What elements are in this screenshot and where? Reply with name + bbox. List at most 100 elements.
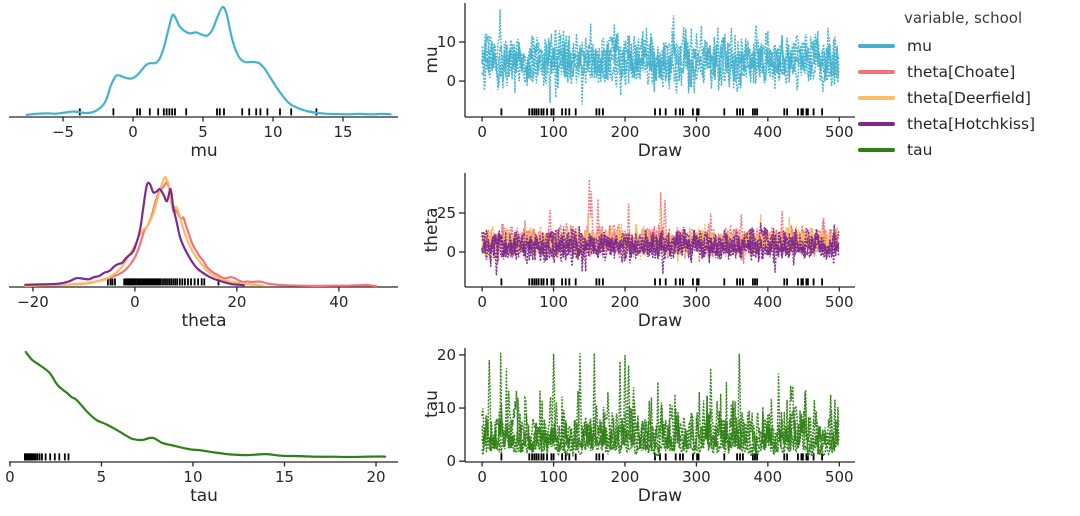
rug-mark bbox=[723, 108, 726, 116]
rug-mark bbox=[133, 278, 135, 286]
rug-mark bbox=[535, 453, 538, 461]
rug-mark bbox=[531, 453, 533, 461]
rug-mark bbox=[36, 453, 39, 461]
rug-mark bbox=[723, 453, 726, 461]
rug-mark bbox=[739, 278, 741, 286]
x-tick-label: 10 bbox=[183, 468, 202, 486]
rug-mark bbox=[797, 278, 799, 286]
rug-mark bbox=[531, 278, 533, 286]
legend-entry-mu: mu bbox=[858, 33, 1079, 59]
rug-mark bbox=[595, 278, 598, 286]
rug-mark bbox=[546, 453, 548, 461]
rug-mark bbox=[67, 453, 70, 461]
rug-mark bbox=[171, 108, 174, 116]
rug-mark bbox=[807, 453, 809, 461]
rug-mark bbox=[127, 278, 130, 286]
rug-mark bbox=[697, 108, 700, 116]
rug-mark bbox=[805, 453, 808, 461]
tau-trace-ylabel: tau bbox=[422, 390, 442, 418]
rug-mark bbox=[546, 108, 548, 116]
rug-mark bbox=[155, 278, 158, 286]
legend-entry-theta-deerfield: theta[Deerfield] bbox=[858, 85, 1079, 111]
rug-mark bbox=[33, 453, 35, 461]
rug-mark bbox=[546, 278, 548, 286]
rug-mark bbox=[598, 453, 601, 461]
rug-mark bbox=[150, 278, 153, 286]
x-tick-label: 100 bbox=[539, 293, 568, 311]
rug-mark bbox=[172, 278, 175, 286]
rug-mark bbox=[107, 278, 109, 286]
x-tick-label: 5 bbox=[97, 468, 107, 486]
rug-mark bbox=[574, 278, 577, 286]
theta-deerfield-line-swatch bbox=[858, 96, 895, 100]
rug-mark bbox=[500, 453, 503, 461]
rug-mark bbox=[696, 278, 698, 286]
rug-mark bbox=[279, 108, 281, 116]
rug-mark bbox=[181, 278, 184, 286]
rug-mark bbox=[564, 278, 567, 286]
rug-mark bbox=[736, 453, 738, 461]
rug-mark bbox=[148, 108, 151, 116]
rug-mark bbox=[500, 108, 503, 116]
y-tick-label: 0 bbox=[446, 452, 456, 470]
tau-density-curve bbox=[24, 350, 387, 459]
rug-mark bbox=[136, 278, 138, 286]
rug-mark bbox=[139, 108, 141, 116]
legend-label-theta-hotchkiss: theta[Hotchkiss] bbox=[907, 115, 1036, 133]
rug-mark bbox=[109, 278, 112, 286]
rug-mark bbox=[144, 278, 147, 286]
y-tick-label: 0 bbox=[446, 243, 456, 261]
rug-mark bbox=[114, 278, 116, 286]
rug-mark bbox=[682, 453, 684, 461]
rug-mark bbox=[659, 108, 661, 116]
rug-mark bbox=[137, 278, 140, 286]
rug-mark bbox=[786, 278, 788, 286]
tau-trace-chain-3 bbox=[481, 361, 840, 460]
rug-mark bbox=[158, 278, 161, 286]
rug-mark bbox=[129, 278, 132, 286]
rug-mark bbox=[174, 108, 176, 116]
rug-mark bbox=[550, 278, 553, 286]
rug-mark bbox=[537, 108, 540, 116]
rug-mark bbox=[53, 453, 56, 461]
rug-mark bbox=[542, 278, 545, 286]
theta-density-xlabel: theta bbox=[181, 311, 227, 331]
rug-mark bbox=[170, 278, 172, 286]
x-tick-label: 0 bbox=[130, 293, 140, 311]
rug-mark bbox=[752, 278, 754, 286]
rug-mark bbox=[147, 278, 150, 286]
rug-mark bbox=[131, 278, 134, 286]
rug-mark bbox=[802, 278, 804, 286]
rug-mark bbox=[32, 453, 34, 461]
rug-mark bbox=[164, 278, 166, 286]
rug-mark bbox=[126, 278, 129, 286]
rug-mark bbox=[143, 278, 145, 286]
rug-mark bbox=[290, 108, 293, 116]
rug-mark bbox=[821, 278, 823, 286]
rug-mark bbox=[802, 453, 804, 461]
rug-mark bbox=[786, 453, 788, 461]
rug-mark bbox=[266, 108, 269, 116]
rug-mark bbox=[752, 108, 754, 116]
rug-mark bbox=[697, 453, 700, 461]
rug-mark bbox=[561, 453, 563, 461]
rug-mark bbox=[697, 278, 700, 286]
rug-mark bbox=[692, 278, 694, 286]
theta-density-plot: −20 0 20 40 bbox=[9, 175, 398, 311]
rug-mark bbox=[692, 108, 694, 116]
rug-mark bbox=[153, 278, 156, 286]
rug-mark bbox=[564, 108, 567, 116]
legend-entry-theta-hotchkiss: theta[Hotchkiss] bbox=[858, 111, 1079, 137]
rug-mark bbox=[654, 453, 656, 461]
x-tick-label: 200 bbox=[611, 293, 640, 311]
rug-mark bbox=[49, 453, 52, 461]
rug-mark bbox=[540, 453, 543, 461]
rug-mark bbox=[141, 278, 144, 286]
mu-density-plot: −5 0 5 10 15 bbox=[9, 5, 398, 141]
rug-mark bbox=[742, 108, 744, 116]
x-tick-label: 500 bbox=[825, 293, 854, 311]
legend-label-mu: mu bbox=[907, 37, 932, 55]
rug-mark bbox=[805, 278, 808, 286]
x-tick-label: 20 bbox=[366, 468, 385, 486]
